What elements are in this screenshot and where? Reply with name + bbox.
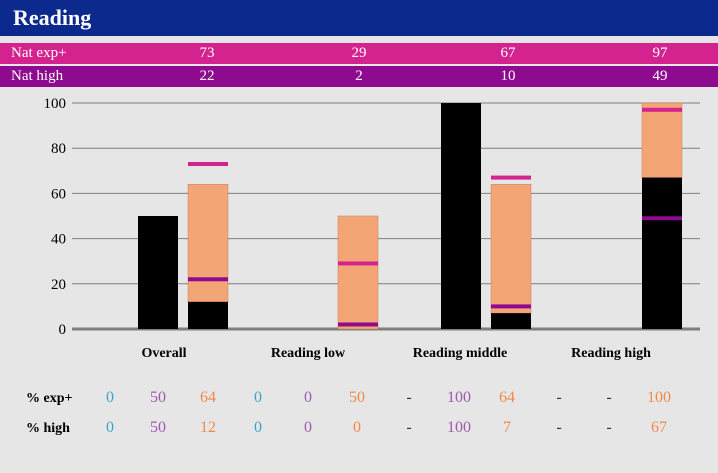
table-high-label: % high — [26, 421, 70, 436]
table-high-cell: - — [606, 419, 612, 436]
table-exp-cell: 100 — [647, 389, 671, 406]
table-exp-cell: 0 — [254, 389, 262, 406]
category-label: Overall — [141, 346, 186, 361]
y-tick-label: 40 — [51, 232, 66, 248]
national-exp-value: 73 — [199, 45, 215, 61]
table-high-cell: 67 — [651, 419, 667, 436]
high-bar — [491, 313, 531, 329]
high-bar — [642, 177, 682, 329]
national-high-value: 10 — [500, 68, 516, 84]
exp-bar — [337, 215, 379, 330]
table-exp-cell: - — [556, 389, 562, 406]
exp-bar — [641, 102, 683, 178]
table-high-cell: 0 — [304, 419, 312, 436]
table-high-cell: 0 — [254, 419, 262, 436]
national-high-row: Nat high 22 2 10 49 — [0, 66, 718, 87]
table-exp-cell: 50 — [150, 389, 166, 406]
exp-bar — [187, 184, 229, 303]
national-high-value: 2 — [355, 68, 363, 84]
national-exp-marker — [188, 162, 228, 167]
national-exp-label: Nat exp+ — [11, 45, 67, 61]
national-high-marker — [642, 216, 682, 221]
y-tick-label: 80 — [51, 141, 66, 157]
table-exp-cell: 0 — [106, 389, 114, 406]
national-exp-value: 67 — [500, 45, 516, 61]
table-high-cell: 0 — [106, 419, 114, 436]
y-tick-label: 100 — [44, 96, 67, 112]
table-exp-cell: - — [406, 389, 412, 406]
high-bar — [441, 103, 481, 329]
table-high-cell: 12 — [200, 419, 216, 436]
table-high-cell: - — [406, 419, 412, 436]
national-exp-marker — [338, 261, 378, 266]
national-high-value: 22 — [199, 68, 215, 84]
national-high-label: Nat high — [11, 68, 64, 84]
y-tick-label: 20 — [51, 277, 66, 293]
table-high-cell: - — [556, 419, 562, 436]
category-label: Reading middle — [413, 346, 508, 361]
table-exp-cell: 0 — [304, 389, 312, 406]
national-high-marker — [491, 304, 531, 309]
table-high-cell: 7 — [503, 419, 511, 436]
exp-bar — [490, 184, 532, 314]
table-exp-cell: - — [606, 389, 612, 406]
table-exp-cell: 64 — [499, 389, 515, 406]
table-exp-cell: 50 — [349, 389, 365, 406]
table-high-cell: 100 — [447, 419, 471, 436]
table-high-cell: 0 — [353, 419, 361, 436]
category-label: Reading low — [271, 346, 346, 361]
national-exp-row: Nat exp+ 73 29 67 97 — [0, 43, 718, 64]
page-title: Reading — [0, 0, 718, 36]
national-exp-marker — [491, 175, 531, 180]
table-exp-cell: 64 — [200, 389, 216, 406]
category-label: Reading high — [571, 346, 651, 361]
high-bar — [138, 216, 178, 329]
table-exp-label: % exp+ — [26, 391, 73, 406]
y-tick-label: 60 — [51, 186, 66, 202]
national-exp-value: 29 — [351, 45, 367, 61]
national-high-marker — [188, 277, 228, 282]
high-bar — [188, 301, 228, 329]
national-exp-value: 97 — [652, 45, 668, 61]
y-tick-label: 0 — [59, 322, 67, 338]
national-exp-marker — [642, 107, 682, 112]
table-exp-cell: 100 — [447, 389, 471, 406]
national-high-marker — [338, 322, 378, 327]
table-high-cell: 50 — [150, 419, 166, 436]
national-high-value: 49 — [652, 68, 668, 84]
